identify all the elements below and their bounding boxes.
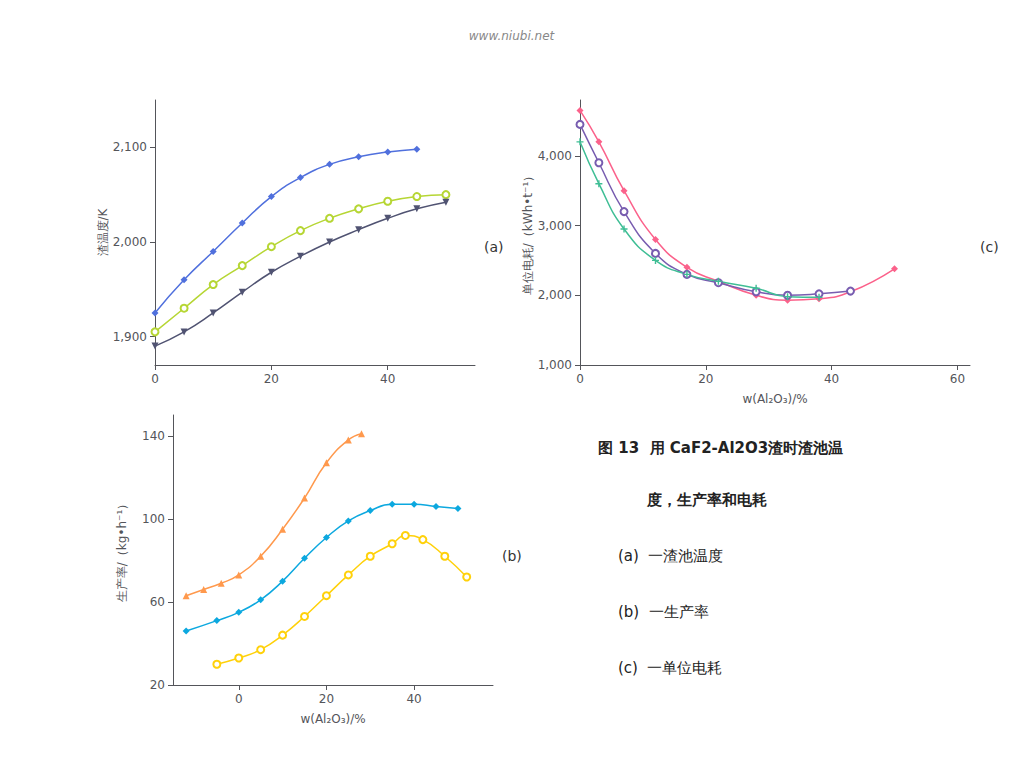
svg-text:3,000: 3,000 [538,219,572,233]
svg-text:20: 20 [319,692,334,706]
svg-text:20: 20 [698,372,713,386]
svg-text:40: 40 [380,372,395,386]
svg-text:(c): (c) [980,239,999,255]
svg-text:100: 100 [142,512,165,526]
svg-text:2,000: 2,000 [113,235,147,249]
svg-text:w(Al₂O₃)/%: w(Al₂O₃)/% [300,712,365,726]
svg-text:单位电耗/（kWh•t⁻¹）: 单位电耗/（kWh•t⁻¹） [521,170,535,295]
svg-text:60: 60 [150,595,165,609]
svg-text:(a) 一渣池温度: (a) 一渣池温度 [618,547,723,565]
svg-text:2,100: 2,100 [113,140,147,154]
svg-text:渣温度/K: 渣温度/K [96,207,110,256]
svg-text:度，生产率和电耗: 度，生产率和电耗 [646,491,767,509]
svg-text:生产率/（kg•h⁻¹）: 生产率/（kg•h⁻¹） [115,498,129,602]
svg-text:(b): (b) [502,548,522,564]
svg-text:1,900: 1,900 [113,330,147,344]
svg-text:140: 140 [142,429,165,443]
svg-text:40: 40 [406,692,421,706]
svg-text:(a): (a) [484,239,504,255]
svg-text:图 13 用 CaF2-Al2O3渣时渣池温: 图 13 用 CaF2-Al2O3渣时渣池温 [598,439,843,457]
svg-text:(b) 一生产率: (b) 一生产率 [618,603,709,621]
svg-text:4,000: 4,000 [538,149,572,163]
svg-text:0: 0 [576,372,584,386]
svg-text:0: 0 [151,372,159,386]
svg-text:(c) 一单位电耗: (c) 一单位电耗 [618,659,723,677]
svg-text:www.niubi.net: www.niubi.net [469,29,556,43]
svg-text:1,000: 1,000 [538,358,572,372]
svg-text:20: 20 [264,372,279,386]
svg-text:w(Al₂O₃)/%: w(Al₂O₃)/% [742,392,807,406]
svg-text:0: 0 [235,692,243,706]
svg-text:20: 20 [150,678,165,692]
svg-text:60: 60 [950,372,965,386]
svg-text:40: 40 [824,372,839,386]
svg-text:2,000: 2,000 [538,288,572,302]
